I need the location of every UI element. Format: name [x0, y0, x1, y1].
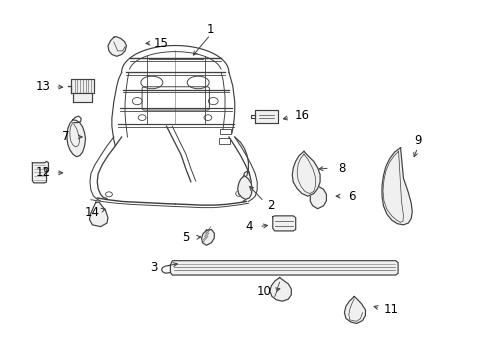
Polygon shape	[255, 110, 277, 123]
Text: 15: 15	[154, 36, 169, 50]
Text: 11: 11	[383, 303, 397, 316]
Text: 4: 4	[245, 220, 253, 233]
Polygon shape	[67, 120, 85, 157]
Polygon shape	[89, 202, 108, 226]
Text: 12: 12	[36, 166, 51, 179]
Text: 2: 2	[267, 199, 275, 212]
Polygon shape	[381, 148, 411, 225]
Text: 5: 5	[182, 231, 189, 244]
Polygon shape	[73, 93, 92, 102]
Polygon shape	[237, 176, 252, 199]
Text: 13: 13	[36, 80, 51, 93]
Polygon shape	[32, 161, 48, 183]
Text: 7: 7	[61, 130, 69, 144]
Polygon shape	[269, 278, 291, 301]
Polygon shape	[344, 297, 365, 323]
Text: 8: 8	[338, 162, 345, 175]
Polygon shape	[310, 186, 326, 209]
Polygon shape	[108, 37, 126, 56]
Text: 1: 1	[206, 23, 214, 36]
Text: 9: 9	[413, 134, 421, 147]
Text: 3: 3	[150, 261, 158, 274]
Polygon shape	[201, 229, 214, 245]
Bar	[219, 138, 229, 144]
Text: 10: 10	[256, 285, 271, 298]
Text: 14: 14	[85, 207, 100, 220]
Bar	[220, 129, 230, 134]
Polygon shape	[170, 261, 397, 275]
Polygon shape	[292, 151, 320, 196]
Text: 16: 16	[294, 109, 309, 122]
Polygon shape	[272, 216, 295, 231]
Text: 6: 6	[347, 190, 355, 203]
Polygon shape	[71, 79, 94, 93]
